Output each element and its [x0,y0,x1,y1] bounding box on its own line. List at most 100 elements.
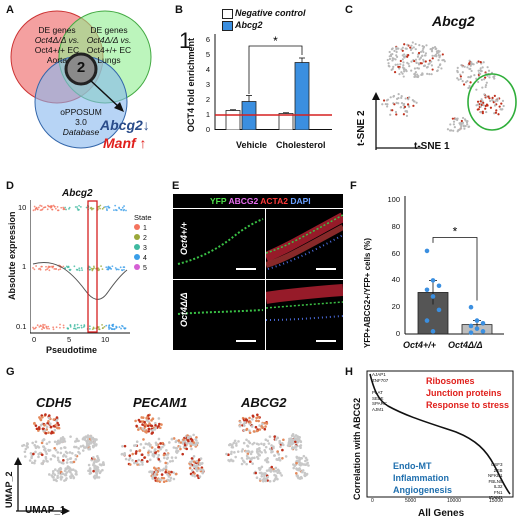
f-point [480,320,486,326]
b-yticks: 0 1 2 3 4 5 6 [198,30,212,140]
b-bar-1-1 [294,62,310,130]
e-scalebar-3 [236,340,256,342]
venn-aorta-line4: Aorta [46,55,68,65]
e-scalebar-4 [316,340,336,342]
e-header-yfp: YFP [210,196,227,206]
e-micrograph-ko-merge [266,280,343,350]
d-xtick-0: 0 [32,335,37,344]
d-legend-title: State [134,213,152,222]
f-point [430,294,436,299]
f-point [474,318,480,323]
h-correlation-plot [366,370,514,498]
c-title: Abcg2 [432,13,475,29]
panel-c-label: C [345,4,353,16]
e-scalebar-2 [316,268,336,270]
b-ytick: 4 [205,65,210,74]
f-ytick: 60 [391,248,400,258]
venn-lungs-line4: Lungs [97,55,121,65]
d-ylabel: Absolute expression [7,211,17,300]
e-header-acta2: ACTA2 [260,196,288,206]
e-row-wt: Oct4+/+ [179,221,189,255]
b-bar-0-1 [241,101,257,130]
g-gene-cdh5: CDH5 [36,395,72,410]
f-point [436,283,442,289]
h-term-stress: Response to stress [426,400,510,410]
tsne-plot [381,41,517,133]
b-bar-0-0 [225,110,241,130]
umap-plots [21,413,310,483]
h-bottom-genes: CSF3 ZEB NFKB1 FBLN5 IL32 FN1 ICAM1 [488,462,503,500]
b-sig-bracket [248,45,303,94]
b-bar-1-0 [278,113,294,130]
f-point [480,329,486,334]
c-highlight-ellipse [467,73,517,131]
f-yticks: 0 20 40 60 80 100 [382,192,402,342]
e-header-abcg2: ABCG2 [228,196,259,206]
b-ytick: 2 [205,95,210,104]
venn-aorta-line1: DE genes [38,25,76,35]
h-term-junction: Junction proteins [426,388,502,398]
venn-lungs-line2: Oct4Δ/Δ vs. [86,35,132,45]
venn-db-line2: 3.0 [75,117,87,127]
e-micrograph-ko-green [173,280,265,350]
g-xlabel: UMAP_1 [25,505,66,516]
h-term-endomt: Endo-MT [393,461,432,471]
venn-aorta-line2: Oct4Δ/Δ vs. [34,35,80,45]
panel-h-label: H [345,366,353,378]
legend-swatch-abcg2 [222,21,233,31]
d-xlabel: Pseudotime [46,345,98,355]
e-header: YFP ABCG2 ACTA2 DAPI [210,196,311,206]
d-title: Abcg2 [62,188,93,199]
panel-g-label: G [6,366,15,378]
venn-db-line3: Database [62,127,100,137]
d-trend-curve [32,262,128,300]
b-ytick: 1 [205,110,210,119]
panel-b-label: B [175,4,183,16]
f-point [468,304,474,310]
h-term-ribosomes: Ribosomes [426,376,475,386]
h-term-inflammation: Inflammation [393,473,450,483]
b-sig-star: * [273,34,278,48]
pseudotime-plot [30,200,130,334]
h-term-angiogenesis: Angiogenesis [393,485,453,495]
d-xtick-5: 5 [67,335,72,344]
b-ytick: 6 [205,35,210,44]
f-ylabel: YFP+ABCG2+/YFP+ cells (%) [363,237,372,348]
d-legend-entry: 3 [134,244,147,252]
e-header-bar [173,194,343,208]
f-point [468,330,474,335]
d-legend-entry: 5 [134,264,147,272]
f-point [424,287,430,293]
b-xlabel-cholesterol: Cholesterol [276,140,326,150]
d-highlight-box [87,200,98,333]
f-sig-star: * [453,225,458,239]
f-ytick: 20 [391,302,400,312]
panel-a-label: A [6,4,14,16]
legend-label-neg: Negative control [235,8,306,18]
d-ytick-1: 1 [22,262,27,271]
venn-lungs-line1: DE genes [90,25,128,35]
stray-digit: 1 [179,28,192,53]
b-bar-chart: * [214,34,332,130]
h-top-terms: Ribosomes Junction proteins Response to … [426,375,509,411]
g-gene-abcg2: ABCG2 [241,395,287,410]
f-point [436,307,442,313]
f-xlabel-wt: Oct4+/+ [403,340,437,350]
f-point [468,323,474,329]
f-point [430,278,436,283]
f-ytick: 0 [395,329,400,338]
f-point [474,326,480,331]
d-ytick-10: 10 [18,203,27,212]
d-ytick-01: 0.1 [16,322,27,331]
e-micrograph-wt-merge [266,209,343,279]
g-gene-pecam1: PECAM1 [133,395,188,410]
h-frame [366,370,514,498]
e-scalebar-1 [236,268,256,270]
f-bar-chart: * [404,196,504,335]
f-ytick: 100 [387,195,400,204]
venn-lungs-line3: Oct4+/+ EC [86,45,132,55]
h-bottom-terms: Endo-MT Inflammation Angiogenesis [393,460,452,496]
gene-abcg2-down: Abcg2↓ [100,117,150,133]
d-legend-entry: 2 [134,234,147,242]
b-ylabel: OCT4 fold enrichment [186,37,196,132]
